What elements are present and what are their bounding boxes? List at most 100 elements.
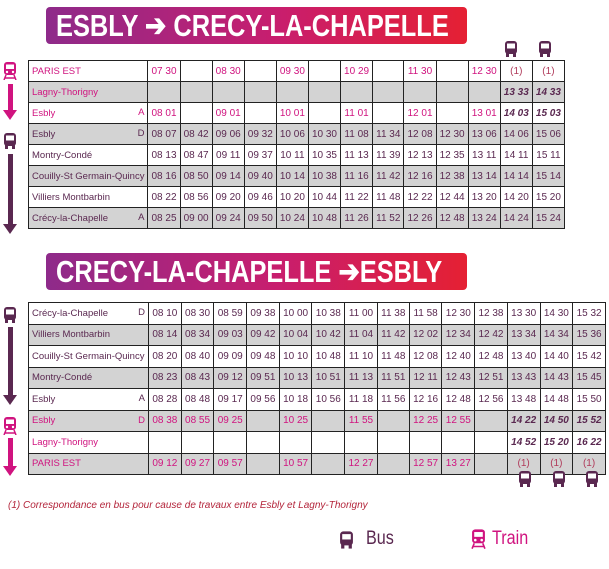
time-cell bbox=[180, 431, 215, 454]
time-cell: 07 30 bbox=[147, 60, 181, 82]
time-cell bbox=[307, 60, 342, 82]
time-cell bbox=[213, 431, 248, 454]
time-cell: 08 59 bbox=[213, 302, 248, 325]
time-cell: 12 40 bbox=[441, 345, 476, 368]
time-cell: 09 25 bbox=[213, 409, 248, 432]
time-cell: 15 45 bbox=[572, 366, 606, 389]
bus-icon bbox=[3, 307, 17, 323]
time-cell: 13 48 bbox=[506, 388, 541, 411]
time-cell: 08 22 bbox=[147, 186, 181, 208]
station-name: PARIS EST bbox=[32, 65, 81, 77]
time-cell: 12 48 bbox=[435, 207, 469, 229]
time-cell: 11 10 bbox=[344, 345, 378, 368]
time-cell: 12 08 bbox=[403, 123, 437, 145]
time-cell: 08 01 bbox=[147, 102, 181, 124]
station-name: Villiers Montbarbin bbox=[32, 329, 110, 341]
table-row: Couilly-St Germain-Quincy 08 16 08 50 09 14… bbox=[27, 165, 566, 187]
table-row: Crécy-la-Chapelle D 08 10 08 30 08 59 09 38 10… bbox=[28, 302, 606, 325]
time-cell: 13 06 bbox=[467, 123, 501, 145]
time-cell: 08 10 bbox=[148, 302, 182, 325]
time-cell: 11 34 bbox=[372, 123, 405, 145]
time-cell: 09 24 bbox=[211, 207, 245, 229]
time-cell: 12 22 bbox=[403, 186, 437, 208]
time-cell: 10 04 bbox=[278, 323, 313, 346]
time-cell: 10 06 bbox=[275, 123, 309, 145]
time-cell: 09 57 bbox=[213, 452, 248, 475]
time-cell bbox=[148, 431, 182, 454]
time-cell: 14 33 bbox=[531, 81, 566, 103]
time-cell: 13 20 bbox=[467, 186, 501, 208]
table-row: Villiers Montbarbin 08 14 08 34 09 03 09 42 1… bbox=[28, 323, 606, 346]
time-cell: 12 48 bbox=[474, 345, 508, 368]
station-cell: Montry-Condé bbox=[28, 366, 149, 389]
station-cell: Esbly D bbox=[27, 123, 149, 145]
station-name: Esbly bbox=[32, 128, 56, 140]
time-cell: 08 40 bbox=[180, 345, 215, 368]
table-row: Esbly A 08 01 09 01 10 01 11 01 12 01 13 01 14 0… bbox=[27, 102, 566, 124]
time-cell: 10 48 bbox=[311, 345, 346, 368]
time-cell: 09 48 bbox=[246, 345, 280, 368]
time-cell: 09 27 bbox=[180, 452, 215, 475]
time-cell: 12 11 bbox=[408, 366, 443, 389]
time-cell: 10 24 bbox=[275, 207, 309, 229]
time-cell bbox=[147, 81, 181, 103]
time-cell: 09 17 bbox=[213, 388, 248, 411]
time-cell: 15 11 bbox=[531, 144, 566, 166]
time-cell: 11 00 bbox=[344, 302, 378, 325]
time-cell bbox=[340, 81, 374, 103]
time-cell: 14 22 bbox=[506, 409, 541, 432]
station-name: Lagny-Thorigny bbox=[32, 86, 99, 98]
time-cell: 11 13 bbox=[344, 366, 378, 389]
time-cell: 09 37 bbox=[243, 144, 277, 166]
time-cell: (1) bbox=[499, 60, 533, 82]
time-cell: 12 30 bbox=[435, 123, 469, 145]
time-cell: 08 25 bbox=[147, 207, 181, 229]
time-cell: 13 30 bbox=[506, 302, 541, 325]
time-cell: 08 16 bbox=[147, 165, 181, 187]
arrival-departure-flag: A bbox=[138, 107, 145, 118]
time-cell: 12 38 bbox=[435, 165, 469, 187]
time-cell: 15 42 bbox=[572, 345, 606, 368]
time-cell bbox=[372, 81, 405, 103]
inbound-title: CRECY-LA-CHAPELLE ➔ESBLY bbox=[56, 254, 443, 289]
time-cell: 09 00 bbox=[179, 207, 213, 229]
time-cell: 08 20 bbox=[148, 345, 182, 368]
time-cell: 09 06 bbox=[211, 123, 245, 145]
time-cell: 13 34 bbox=[506, 323, 541, 346]
time-cell bbox=[311, 452, 346, 475]
time-cell: 10 01 bbox=[275, 102, 309, 124]
time-cell bbox=[376, 409, 410, 432]
time-cell bbox=[311, 431, 346, 454]
time-cell bbox=[243, 60, 277, 82]
bus-icon bbox=[339, 531, 354, 549]
time-cell: 12 51 bbox=[474, 366, 508, 389]
station-name: Crécy-la-Chapelle bbox=[32, 307, 109, 319]
time-cell: 09 38 bbox=[246, 302, 280, 325]
legend-train: Train bbox=[492, 528, 529, 549]
time-cell: 10 25 bbox=[278, 409, 313, 432]
time-cell bbox=[307, 81, 342, 103]
time-cell bbox=[403, 81, 437, 103]
time-cell: 13 11 bbox=[467, 144, 501, 166]
bus-icon bbox=[538, 41, 552, 57]
time-cell bbox=[246, 409, 280, 432]
arrival-departure-flag: A bbox=[138, 212, 145, 223]
table-row: Esbly D 08 07 08 42 09 06 09 32 10 06 10 30 11 0… bbox=[27, 123, 566, 145]
time-cell: 15 50 bbox=[572, 388, 606, 411]
station-cell: Esbly D bbox=[28, 409, 149, 432]
time-cell: 08 47 bbox=[179, 144, 213, 166]
time-cell: 10 14 bbox=[275, 165, 309, 187]
station-cell: Lagny-Thorigny bbox=[28, 431, 149, 454]
arrival-departure-flag: A bbox=[138, 393, 145, 404]
time-cell: 09 51 bbox=[246, 366, 280, 389]
station-name: Montry-Condé bbox=[32, 149, 93, 161]
time-cell bbox=[179, 60, 213, 82]
time-cell: 15 36 bbox=[572, 323, 606, 346]
time-cell: 12 26 bbox=[403, 207, 437, 229]
table-row: Villiers Montbarbin 08 22 08 56 09 20 09 46 1… bbox=[27, 186, 566, 208]
table-row: Esbly D 08 38 08 55 09 25 10 25 11 55 12 25 12 5… bbox=[28, 409, 606, 432]
time-cell: 08 30 bbox=[180, 302, 215, 325]
arrival-departure-flag: D bbox=[138, 307, 145, 318]
table-row: PARIS EST 09 12 09 27 09 57 10 57 12 27 12 57 1… bbox=[28, 452, 606, 475]
time-cell: (1) bbox=[531, 60, 566, 82]
